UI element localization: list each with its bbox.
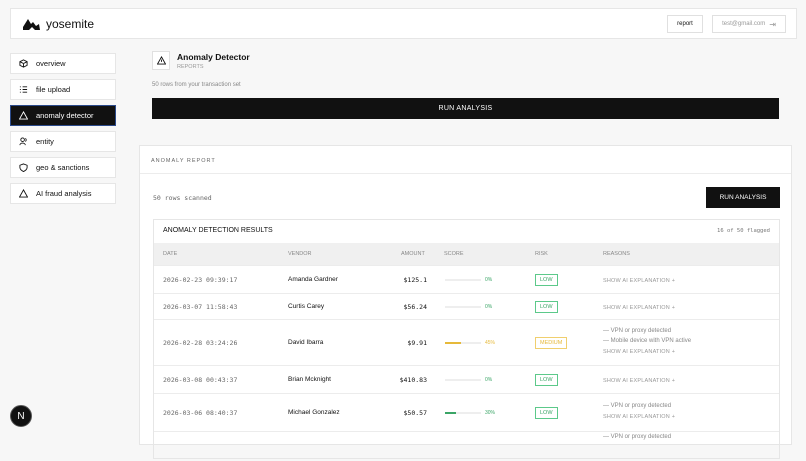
- score-label: 30%: [485, 410, 496, 416]
- date-cell: 2026-03-06 08:40:37: [163, 409, 238, 417]
- sidebar-item-label: AI fraud analysis: [36, 189, 92, 198]
- logout-icon[interactable]: ⇥: [769, 19, 776, 29]
- amount-cell: $56.24: [403, 303, 427, 311]
- date-cell: 2026-02-23 09:39:17: [163, 276, 238, 284]
- report-heading: ANOMALY REPORT: [151, 158, 216, 164]
- sidebar-item-label: overview: [36, 59, 66, 68]
- sidebar-item-overview[interactable]: overview: [10, 53, 116, 74]
- reason-text: — VPN or proxy detected: [603, 403, 672, 409]
- table-row: 2026-03-08 00:43:37 Brian Mcknight $410.…: [154, 365, 779, 393]
- table-row: — VPN or proxy detected: [154, 431, 779, 461]
- risk-badge: LOW: [535, 374, 558, 386]
- anomaly-report-card: ANOMALY REPORT 50 rows scanned RUN ANALY…: [139, 145, 792, 459]
- show-ai-explanation-link[interactable]: SHOW AI EXPLANATION +: [603, 305, 676, 311]
- date-cell: 2026-03-07 11:58:43: [163, 303, 238, 311]
- date-cell: 2026-03-08 00:43:37: [163, 376, 238, 384]
- sidebar-item-label: anomaly detector: [36, 111, 94, 120]
- sidebar-item-ai-fraud-analysis[interactable]: AI fraud analysis: [10, 183, 116, 204]
- sidebar-item-label: file upload: [36, 85, 71, 94]
- vendor-cell: Curtis Carey: [288, 303, 325, 310]
- vendor-cell: Brian Mcknight: [288, 376, 331, 383]
- list-icon: [19, 86, 28, 93]
- vendor-cell: Amanda Gardner: [288, 276, 338, 283]
- page-header: Anomaly Detector REPORTS: [152, 51, 250, 70]
- page-subtitle: REPORTS: [177, 64, 204, 70]
- score-bar: [445, 306, 481, 308]
- col-risk: RISK: [535, 251, 548, 257]
- score-bar: [445, 279, 481, 281]
- amount-cell: $50.57: [403, 409, 427, 417]
- sidebar-item-entity[interactable]: entity: [10, 131, 116, 152]
- score-bar-fill: [445, 342, 462, 344]
- score-label: 0%: [485, 304, 493, 310]
- amount-cell: $9.91: [407, 339, 427, 347]
- col-date: DATE: [163, 251, 178, 257]
- next-dev-indicator[interactable]: N: [10, 405, 32, 427]
- report-label: report: [677, 21, 693, 27]
- run-analysis-button[interactable]: RUN ANALYSIS: [152, 98, 779, 119]
- sidebar-item-label: geo & sanctions: [36, 163, 90, 172]
- col-reasons: REASONS: [603, 251, 630, 257]
- risk-badge: LOW: [535, 301, 558, 313]
- show-ai-explanation-link[interactable]: SHOW AI EXPLANATION +: [603, 414, 676, 420]
- warning-icon: [152, 51, 170, 70]
- score-bar: [445, 412, 481, 414]
- reason-text: — Mobile device with VPN active: [603, 338, 692, 344]
- rows-scanned: 50 rows scanned: [153, 194, 212, 202]
- table-row: 2026-02-23 09:39:17 Amanda Gardner $125.…: [154, 265, 779, 293]
- flagged-count: 16 of 50 flagged: [717, 228, 770, 234]
- score-label: 0%: [485, 377, 493, 383]
- logo-icon: [23, 18, 40, 30]
- page-title: Anomaly Detector: [177, 52, 250, 62]
- results-title: ANOMALY DETECTION RESULTS: [163, 227, 273, 234]
- warning-icon: [19, 111, 28, 120]
- col-score: SCORE: [444, 251, 464, 257]
- show-ai-explanation-link[interactable]: SHOW AI EXPLANATION +: [603, 278, 676, 284]
- sidebar-item-geo-sanctions[interactable]: geo & sanctions: [10, 157, 116, 178]
- table-header: DATE VENDOR AMOUNT SCORE RISK REASONS: [154, 243, 779, 265]
- reason-text: — VPN or proxy detected: [603, 434, 672, 440]
- amount-cell: $125.1: [403, 276, 427, 284]
- sidebar-item-anomaly-detector[interactable]: anomaly detector: [10, 105, 116, 126]
- score-label: 45%: [485, 340, 496, 346]
- results-header: ANOMALY DETECTION RESULTS 16 of 50 flagg…: [154, 220, 779, 243]
- page-description: 50 rows from your transaction set: [152, 82, 241, 88]
- table-row: 2026-03-06 08:40:37 Michael Gonzalez $50…: [154, 393, 779, 431]
- results-table: ANOMALY DETECTION RESULTS 16 of 50 flagg…: [153, 219, 780, 459]
- top-header: yosemite report test@gmail.com ⇥: [10, 8, 797, 39]
- risk-badge: LOW: [535, 274, 558, 286]
- score-bar: [445, 379, 481, 381]
- cube-icon: [19, 59, 28, 68]
- report-button[interactable]: report: [667, 15, 703, 33]
- date-cell: 2026-02-28 03:24:26: [163, 339, 238, 347]
- score-bar: [445, 342, 481, 344]
- table-row: 2026-03-07 11:58:43 Curtis Carey $56.24 …: [154, 293, 779, 319]
- col-vendor: VENDOR: [288, 251, 312, 257]
- sidebar-item-file-upload[interactable]: file upload: [10, 79, 116, 100]
- score-label: 0%: [485, 277, 493, 283]
- app-name: yosemite: [46, 17, 95, 31]
- sidebar-item-label: entity: [36, 137, 54, 146]
- run-analysis-button-secondary[interactable]: RUN ANALYSIS: [706, 187, 780, 208]
- show-ai-explanation-link[interactable]: SHOW AI EXPLANATION +: [603, 378, 676, 384]
- vendor-cell: Michael Gonzalez: [288, 409, 340, 416]
- account-button[interactable]: test@gmail.com ⇥: [712, 15, 786, 33]
- shield-icon: [19, 163, 28, 172]
- users-icon: [19, 137, 27, 146]
- user-email: test@gmail.com: [722, 21, 766, 27]
- table-row: 2026-02-28 03:24:26 David Ibarra $9.91 4…: [154, 319, 779, 365]
- col-amount: AMOUNT: [401, 251, 425, 257]
- reason-text: — VPN or proxy detected: [603, 328, 672, 334]
- score-bar-fill: [445, 412, 456, 414]
- warning-icon: [19, 189, 28, 198]
- vendor-cell: David Ibarra: [288, 339, 324, 346]
- risk-badge: MEDIUM: [535, 337, 568, 349]
- risk-badge: LOW: [535, 407, 558, 419]
- divider: [140, 173, 791, 174]
- logo[interactable]: yosemite: [23, 17, 94, 31]
- show-ai-explanation-link[interactable]: SHOW AI EXPLANATION +: [603, 349, 676, 355]
- amount-cell: $410.83: [399, 376, 427, 384]
